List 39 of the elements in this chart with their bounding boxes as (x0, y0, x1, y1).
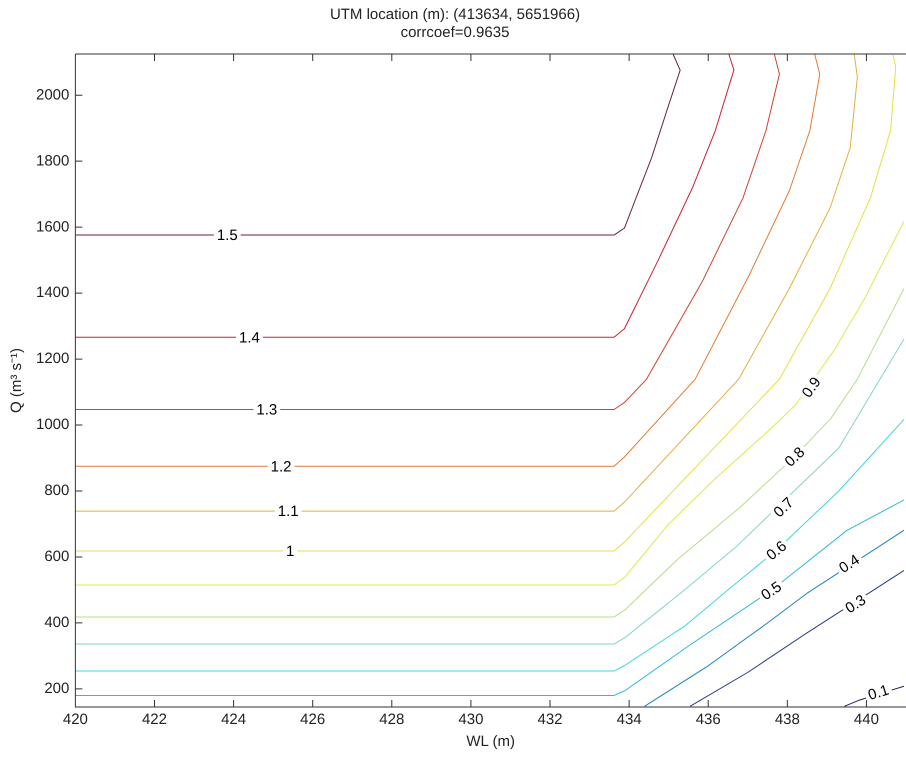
y-tick-label: 1400 (36, 284, 70, 302)
y-tick-label: 600 (44, 548, 70, 566)
y-tick-label: 400 (44, 614, 70, 632)
x-tick-label: 430 (458, 711, 484, 728)
annotation: 0.8 (781, 444, 808, 470)
x-tick-label: 420 (62, 711, 88, 728)
annotation: 1.3 (256, 402, 278, 419)
annotation: 0.9 (798, 374, 825, 401)
y-tick-label: 1600 (36, 218, 70, 236)
annotation: 1.1 (278, 503, 299, 520)
annotation: 1.2 (270, 458, 292, 476)
annotation: 1.5 (216, 227, 238, 244)
annotation: 1.4 (238, 329, 260, 346)
x-tick-label: 440 (854, 711, 879, 728)
y-tick-label: 1000 (36, 416, 70, 434)
y-tick-label: 800 (44, 482, 70, 500)
annotation: 0.3 (842, 592, 870, 618)
x-tick-label: 422 (142, 711, 167, 728)
chart-title: UTM location (m): (413634, 5651966) (330, 6, 580, 24)
y-tick-label: 1200 (36, 350, 70, 368)
annotation: 0.7 (770, 494, 798, 521)
annotation: 0.4 (836, 551, 863, 577)
x-tick-label: 434 (616, 711, 642, 728)
annotation: 1 (286, 543, 294, 560)
y-tick-label: 2000 (36, 86, 70, 104)
x-tick-label: 426 (300, 711, 326, 728)
x-tick-label: 428 (379, 711, 404, 728)
annotation: 0.6 (763, 538, 790, 564)
x-tick-label: 436 (696, 711, 721, 728)
x-tick-label: 424 (221, 711, 246, 728)
annotation: 0.1 (866, 682, 891, 704)
x-tick-label: 432 (538, 711, 563, 728)
x-axis-title: WL (m) (466, 733, 515, 750)
x-tick-label: 438 (774, 711, 800, 728)
y-axis-title: Q (m³ s⁻¹) (8, 348, 26, 413)
y-tick-label: 200 (44, 680, 70, 697)
chart-subtitle: corrcoef=0.9635 (400, 24, 510, 42)
annotation: 0.5 (758, 578, 785, 604)
y-tick-label: 1800 (36, 152, 70, 170)
